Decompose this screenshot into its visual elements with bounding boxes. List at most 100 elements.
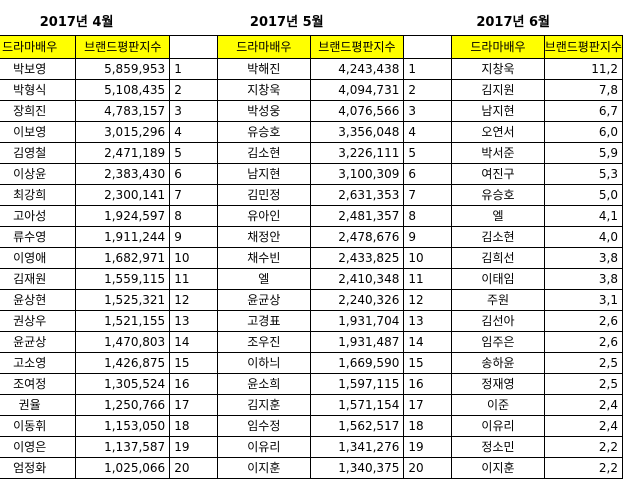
table-row: 이동휘 1,153,050 18 임수정 1,562,517 18 이유리 2,4 — [0, 415, 624, 437]
june-actor-name: 김소현 — [451, 226, 545, 248]
april-brand-index: 4,783,157 — [75, 100, 171, 122]
april-actor-name: 윤상현 — [0, 289, 77, 311]
april-brand-index: 5,108,435 — [75, 79, 171, 101]
april-actor-name: 이영은 — [0, 436, 77, 458]
june-actor-name: 주원 — [451, 289, 545, 311]
june-rank: 3 — [403, 100, 453, 122]
june-brand-index: 5,0 — [543, 184, 624, 206]
june-brand-index: 2,5 — [543, 373, 624, 395]
june-name-header: 드라마배우 — [451, 35, 545, 59]
april-actor-name: 박형식 — [0, 79, 77, 101]
may-brand-index: 2,410,348 — [309, 268, 405, 290]
june-brand-index: 4,0 — [543, 226, 624, 248]
april-actor-name: 김영철 — [0, 142, 77, 164]
april-actor-name: 고아성 — [0, 205, 77, 227]
table-row: 박보영 5,859,953 1 박해진 4,243,438 1 지창욱 11,2 — [0, 58, 624, 80]
june-rank: 4 — [403, 121, 453, 143]
april-brand-index: 1,924,597 — [75, 205, 171, 227]
june-brand-index: 7,8 — [543, 79, 624, 101]
june-actor-name: 이지훈 — [451, 457, 545, 479]
ranking-rows: 박보영 5,859,953 1 박해진 4,243,438 1 지창욱 11,2 박형식 5,10… — [0, 58, 624, 479]
april-brand-index: 1,521,155 — [75, 310, 171, 332]
may-actor-name: 채정안 — [217, 226, 311, 248]
april-actor-name: 장희진 — [0, 100, 77, 122]
may-rank: 5 — [169, 142, 219, 164]
june-rank: 14 — [403, 331, 453, 353]
june-actor-name: 지창욱 — [451, 58, 545, 80]
table-row: 엄정화 1,025,066 20 이지훈 1,340,375 20 이지훈 2,2 — [0, 457, 624, 479]
april-brand-index: 2,383,430 — [75, 163, 171, 185]
table-row: 박형식 5,108,435 2 지창욱 4,094,731 2 김지원 7,8 — [0, 79, 624, 101]
may-brand-index: 2,481,357 — [309, 205, 405, 227]
june-actor-name: 남지현 — [451, 100, 545, 122]
may-rank: 17 — [169, 394, 219, 416]
june-actor-name: 박서준 — [451, 142, 545, 164]
june-actor-name: 정재영 — [451, 373, 545, 395]
june-actor-name: 정소민 — [451, 436, 545, 458]
may-actor-name: 이하늬 — [217, 352, 311, 374]
april-brand-index: 2,471,189 — [75, 142, 171, 164]
may-brand-index: 2,631,353 — [309, 184, 405, 206]
month-title-june: 2017년 6월 — [403, 10, 623, 36]
june-index-header: 브랜드평판지수 — [543, 35, 624, 59]
april-actor-name: 엄정화 — [0, 457, 77, 479]
may-rank: 8 — [169, 205, 219, 227]
may-actor-name: 이지훈 — [217, 457, 311, 479]
april-actor-name: 이영애 — [0, 247, 77, 269]
june-rank: 12 — [403, 289, 453, 311]
april-actor-name: 박보영 — [0, 58, 77, 80]
may-brand-index: 4,094,731 — [309, 79, 405, 101]
june-rank: 13 — [403, 310, 453, 332]
june-rank: 19 — [403, 436, 453, 458]
may-actor-name: 고경표 — [217, 310, 311, 332]
may-index-header: 브랜드평판지수 — [309, 35, 405, 59]
table-row: 윤균상 1,470,803 14 조우진 1,931,487 14 임주은 2,6 — [0, 331, 624, 353]
april-brand-index: 3,015,296 — [75, 121, 171, 143]
june-actor-name: 이태임 — [451, 268, 545, 290]
may-actor-name: 채수빈 — [217, 247, 311, 269]
table-row: 이영은 1,137,587 19 이유리 1,341,276 19 정소민 2,2 — [0, 436, 624, 458]
june-brand-index: 2,2 — [543, 436, 624, 458]
june-actor-name: 오연서 — [451, 121, 545, 143]
may-rank: 9 — [169, 226, 219, 248]
may-actor-name: 유아인 — [217, 205, 311, 227]
april-actor-name: 권율 — [0, 394, 77, 416]
april-brand-index: 1,525,321 — [75, 289, 171, 311]
june-rank: 20 — [403, 457, 453, 479]
may-rank: 14 — [169, 331, 219, 353]
april-brand-index: 1,426,875 — [75, 352, 171, 374]
april-actor-name: 최강희 — [0, 184, 77, 206]
june-rank: 2 — [403, 79, 453, 101]
may-brand-index: 1,562,517 — [309, 415, 405, 437]
june-rank: 15 — [403, 352, 453, 374]
may-actor-name: 김지훈 — [217, 394, 311, 416]
may-rank: 16 — [169, 373, 219, 395]
may-rank: 2 — [169, 79, 219, 101]
month-title-april: 2017년 4월 — [0, 10, 170, 36]
header-row: 드라마배우 브랜드평판지수 드라마배우 브랜드평판지수 드라마배우 브랜드평판지… — [0, 35, 624, 59]
may-brand-index: 1,669,590 — [309, 352, 405, 374]
june-brand-index: 11,2 — [543, 58, 624, 80]
may-rank: 11 — [169, 268, 219, 290]
brand-reputation-sheet: 2017년 4월 2017년 5월 2017년 6월 드라마배우 브랜드평판지수… — [0, 10, 624, 479]
june-brand-index: 5,9 — [543, 142, 624, 164]
table-row: 권율 1,250,766 17 김지훈 1,571,154 17 이준 2,4 — [0, 394, 624, 416]
may-brand-index: 1,597,115 — [309, 373, 405, 395]
may-brand-index: 3,226,111 — [309, 142, 405, 164]
may-brand-index: 2,478,676 — [309, 226, 405, 248]
may-rank: 12 — [169, 289, 219, 311]
april-brand-index: 1,559,115 — [75, 268, 171, 290]
may-brand-index: 1,931,487 — [309, 331, 405, 353]
june-actor-name: 엘 — [451, 205, 545, 227]
june-rank: 16 — [403, 373, 453, 395]
june-brand-index: 6,0 — [543, 121, 624, 143]
may-brand-index: 1,931,704 — [309, 310, 405, 332]
june-rank: 9 — [403, 226, 453, 248]
may-brand-index: 1,341,276 — [309, 436, 405, 458]
june-actor-name: 김지원 — [451, 79, 545, 101]
may-rank: 15 — [169, 352, 219, 374]
may-name-header: 드라마배우 — [217, 35, 311, 59]
may-rank: 3 — [169, 100, 219, 122]
table-row: 조여정 1,305,524 16 윤소희 1,597,115 16 정재영 2,5 — [0, 373, 624, 395]
april-brand-index: 1,153,050 — [75, 415, 171, 437]
